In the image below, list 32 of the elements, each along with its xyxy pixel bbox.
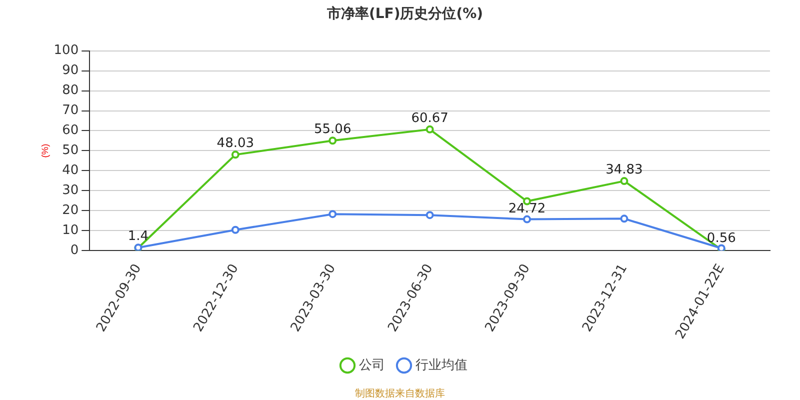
- y-tick-label: 90: [62, 63, 79, 78]
- y-axis-title: (%): [40, 144, 50, 158]
- point: [620, 177, 628, 186]
- data-label: 48.03: [216, 136, 254, 152]
- chart-title: 市净率(LF)历史分位(%): [326, 5, 484, 22]
- point: [328, 210, 337, 218]
- data-label: 34.83: [606, 162, 643, 178]
- y-tick-label: 20: [62, 203, 79, 218]
- y-tick-label: 50: [62, 143, 79, 158]
- point: [620, 214, 628, 223]
- point: [328, 136, 337, 145]
- y-tick-label: 30: [62, 183, 79, 198]
- point: [426, 211, 434, 220]
- legend-label: 公司: [359, 358, 385, 373]
- y-tick-label: 40: [62, 163, 79, 178]
- y-tick-label: 0: [70, 243, 79, 258]
- legend-label: 行业均值: [416, 358, 468, 373]
- data-label: 24.72: [508, 202, 546, 217]
- y-tick-label: 80: [62, 83, 79, 98]
- point: [426, 125, 434, 134]
- data-label: 0.56: [706, 230, 736, 246]
- data-label: 55.06: [314, 122, 352, 137]
- point: [231, 150, 240, 159]
- y-tick-label: 100: [54, 43, 79, 58]
- text: 制图数据来自数据库: [355, 388, 445, 400]
- y-tick-label: 70: [62, 103, 79, 118]
- y-tick-label: 10: [62, 223, 79, 238]
- data-label: 60.67: [411, 110, 448, 126]
- data-label: 1.4: [128, 229, 149, 244]
- point: [231, 226, 240, 234]
- point: [523, 215, 532, 224]
- y-tick-label: 60: [62, 123, 79, 138]
